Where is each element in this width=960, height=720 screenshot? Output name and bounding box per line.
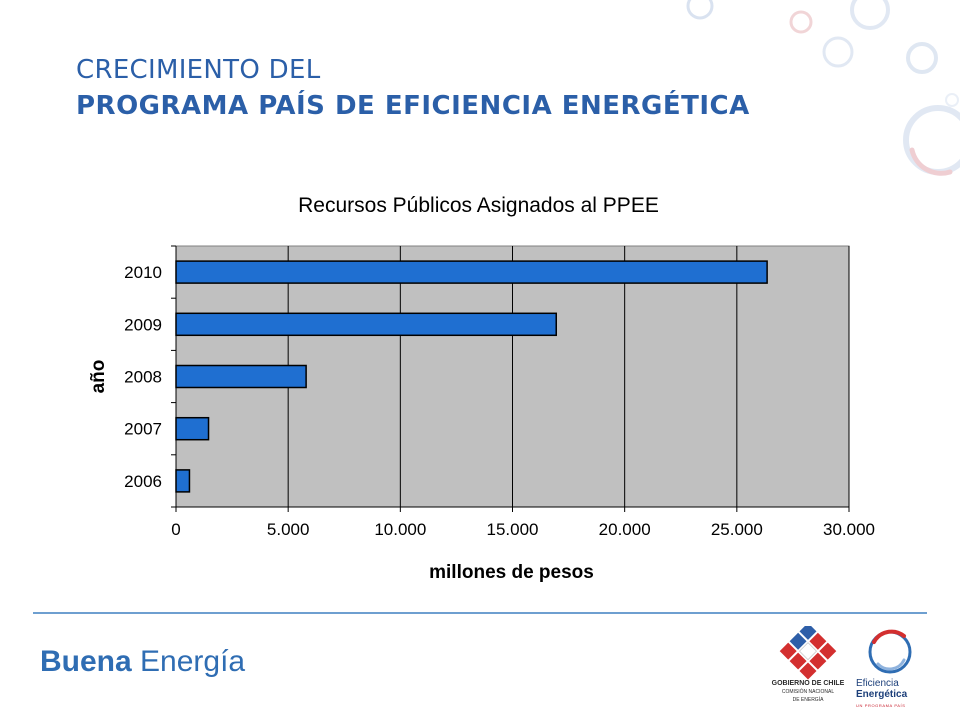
brand-bold-text: Buena <box>40 645 132 678</box>
x-tick-label: 20.000 <box>599 520 651 539</box>
eficiencia-energetica-text: Eficiencia Energética UN PROGRAMA PAÍS <box>856 678 936 711</box>
gobierno-chile-logo <box>779 626 837 680</box>
x-tick-label: 30.000 <box>823 520 875 539</box>
gov-logo-line3: DE ENERGÍA <box>792 697 824 703</box>
gobierno-chile-text: GOBIERNO DE CHILE COMISIÓN NACIONAL DE E… <box>760 680 856 704</box>
bar-2007 <box>175 416 210 441</box>
slide-title: CRECIMIENTO DEL PROGRAMA PAÍS DE EFICIEN… <box>76 52 750 124</box>
y-tick-label: 2010 <box>124 263 162 282</box>
x-tick-label: 5.000 <box>267 520 310 539</box>
x-tick-label: 25.000 <box>711 520 763 539</box>
brand-regular-text: Energía <box>131 645 246 678</box>
y-tick-label: 2007 <box>124 420 162 439</box>
x-tick-label: 10.000 <box>374 520 426 539</box>
ee-logo-line1: Eficiencia <box>856 678 899 689</box>
y-tick-label: 2006 <box>124 472 162 491</box>
chart-title: Recursos Públicos Asignados al PPEE <box>298 194 659 217</box>
footer-divider <box>33 612 927 614</box>
slide-title-line1: CRECIMIENTO DEL <box>76 55 321 85</box>
bar-chart: 0 5.000 10.000 15.000 20.000 25.000 30.000 2006… <box>88 194 875 583</box>
gov-logo-line1: GOBIERNO DE CHILE <box>771 680 845 687</box>
bar-2010 <box>175 260 768 284</box>
x-tick-label: 0 <box>171 520 180 539</box>
bar-2009 <box>175 312 557 337</box>
bar-2006 <box>175 469 191 493</box>
decorative-bubbles <box>686 0 960 176</box>
bar-2008 <box>175 364 307 389</box>
y-tick-label: 2009 <box>124 315 162 334</box>
x-tick-label: 15.000 <box>487 520 539 539</box>
ee-logo-line3: UN PROGRAMA PAÍS <box>856 703 906 708</box>
y-axis-label: año <box>88 360 109 394</box>
footer-brand: Buena Energía <box>40 645 245 679</box>
slide-title-line2: PROGRAMA PAÍS DE EFICIENCIA ENERGÉTICA <box>76 91 750 121</box>
y-tick-label: 2008 <box>124 368 162 387</box>
eficiencia-energetica-logo <box>868 629 912 674</box>
x-axis-label: millones de pesos <box>429 562 594 583</box>
ee-logo-line2: Energética <box>856 689 908 700</box>
gov-logo-line2: COMISIÓN NACIONAL <box>781 689 835 695</box>
